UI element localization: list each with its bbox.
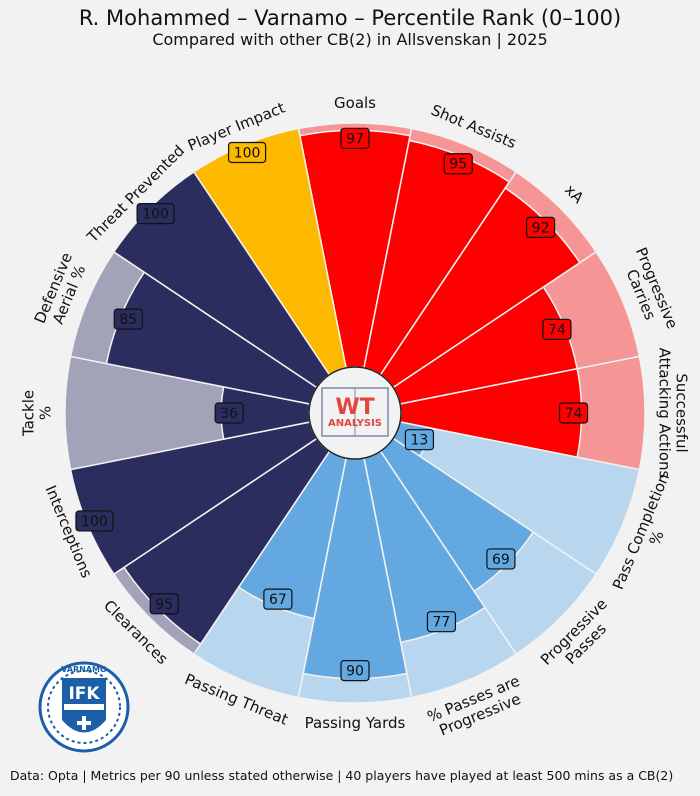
value-text-passing-yards: 90 bbox=[346, 664, 364, 680]
value-label-player-impact: 100 bbox=[227, 141, 267, 164]
value-labels-layer: 97 95 92 74 74 13 69 77 90 67 95 100 36 85 100 100 bbox=[75, 127, 589, 682]
value-text-pass-completion: 13 bbox=[410, 433, 428, 449]
logo-analysis-text: ANALYSIS bbox=[328, 418, 382, 429]
value-label-interceptions: 100 bbox=[75, 510, 114, 532]
category-label-tackle: Tackle% bbox=[20, 390, 55, 437]
value-label-passing-yards: 90 bbox=[340, 659, 370, 682]
value-text-progressive-carries: 74 bbox=[548, 322, 566, 338]
value-label-progressive-carries: 74 bbox=[542, 318, 572, 340]
value-text-player-impact: 100 bbox=[234, 145, 261, 161]
category-label-goals: Goals bbox=[334, 94, 376, 112]
club-badge: IFK VARNAMO bbox=[38, 661, 130, 753]
value-text-goals: 97 bbox=[346, 131, 364, 147]
category-label-xa: xA bbox=[561, 181, 588, 208]
value-text-successful-attacking-actions: 74 bbox=[565, 406, 583, 422]
value-text-tackle: 36 bbox=[220, 406, 238, 422]
value-label-defensive-aerial: 85 bbox=[113, 308, 143, 330]
value-text-shot-assists: 95 bbox=[449, 157, 467, 173]
value-text-progressive-passes: 69 bbox=[492, 552, 510, 568]
value-text-interceptions: 100 bbox=[81, 514, 108, 530]
value-label-passes-are-progressive: 77 bbox=[426, 611, 457, 633]
value-label-goals: 97 bbox=[340, 127, 370, 149]
footer-note: Data: Opta | Metrics per 90 unless state… bbox=[10, 768, 674, 783]
logo-wt-text: WT bbox=[335, 395, 374, 420]
category-label-passing-yards: Passing Yards bbox=[305, 714, 406, 732]
value-label-successful-attacking-actions: 74 bbox=[558, 402, 589, 424]
value-text-defensive-aerial: 85 bbox=[119, 312, 137, 328]
center-logo: WT ANALYSIS bbox=[308, 366, 402, 460]
badge-top-text: VARNAMO bbox=[61, 665, 107, 674]
value-label-passing-threat: 67 bbox=[263, 588, 293, 610]
badge-letters: IFK bbox=[68, 684, 100, 704]
value-text-clearances: 95 bbox=[155, 597, 173, 613]
value-text-passing-threat: 67 bbox=[269, 592, 287, 608]
value-label-tackle: 36 bbox=[214, 402, 244, 424]
value-text-threat-prevented: 100 bbox=[142, 207, 169, 223]
chart-title: R. Mohammed – Varnamo – Percentile Rank … bbox=[78, 6, 622, 30]
value-label-shot-assists: 95 bbox=[443, 153, 473, 175]
chart-subtitle: Compared with other CB(2) in Allsvenskan… bbox=[152, 30, 548, 49]
value-label-xa: 92 bbox=[526, 216, 556, 238]
value-label-threat-prevented: 100 bbox=[136, 202, 175, 225]
value-label-clearances: 95 bbox=[149, 593, 179, 615]
value-text-passes-are-progressive: 77 bbox=[433, 615, 451, 631]
category-label-successful-attacking-actions: SuccessfulAttacking Actions bbox=[656, 348, 691, 479]
value-label-pass-completion: 13 bbox=[404, 429, 435, 451]
value-text-xa: 92 bbox=[532, 220, 550, 236]
value-label-progressive-passes: 69 bbox=[486, 548, 516, 570]
